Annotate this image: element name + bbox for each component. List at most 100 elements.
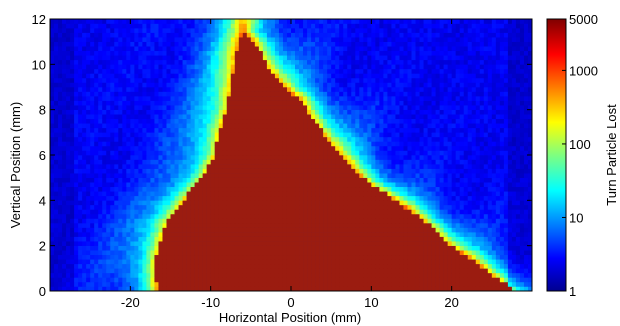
heatmap-cell [431, 195, 436, 201]
heatmap-cell [194, 268, 199, 274]
heatmap-cell [315, 145, 320, 151]
heatmap-cell [102, 173, 107, 178]
heatmap-cell [387, 281, 392, 287]
heatmap-cell [427, 177, 432, 183]
heatmap-cell [471, 145, 477, 151]
heatmap-cell [54, 177, 59, 183]
heatmap-cell [299, 259, 304, 265]
heatmap-cell [343, 164, 348, 169]
heatmap-cell [78, 168, 83, 174]
heatmap-cell [487, 186, 493, 192]
heatmap-cell [367, 200, 372, 206]
heatmap-cell [315, 241, 320, 246]
heatmap-cell [78, 182, 83, 188]
heatmap-cell [66, 286, 71, 292]
heatmap-cell [198, 277, 203, 283]
heatmap-cell [138, 281, 143, 287]
heatmap-cell [90, 272, 95, 278]
heatmap-cell [515, 272, 521, 278]
heatmap-cell [166, 100, 171, 106]
heatmap-cell [154, 281, 159, 287]
heatmap-cell [495, 177, 501, 183]
heatmap-cell [523, 150, 529, 156]
heatmap-cell [270, 272, 276, 278]
heatmap-cell [331, 281, 336, 287]
heatmap-cell [198, 200, 203, 206]
heatmap-cell [363, 173, 368, 178]
heatmap-cell [226, 150, 232, 156]
heatmap-cell [423, 227, 428, 233]
heatmap-cell [78, 277, 83, 283]
heatmap-cell [319, 259, 324, 265]
heatmap-cell [371, 209, 376, 215]
heatmap-cell [254, 245, 260, 251]
heatmap-cell [315, 195, 320, 201]
heatmap-cell [254, 254, 260, 260]
heatmap-cell [447, 236, 452, 242]
heatmap-cell [315, 236, 320, 242]
heatmap-cell [214, 182, 219, 188]
heatmap-cell [210, 127, 215, 133]
heatmap-cell [102, 263, 107, 269]
heatmap-cell [355, 145, 360, 151]
heatmap-cell [74, 186, 79, 192]
heatmap-cell [367, 168, 372, 174]
heatmap-cell [395, 168, 400, 174]
heatmap-cell [122, 227, 127, 233]
heatmap-cell [443, 159, 448, 165]
heatmap-cell [399, 227, 404, 233]
heatmap-cell [170, 227, 175, 233]
heatmap-cell [475, 168, 481, 174]
heatmap-cell [190, 204, 195, 210]
heatmap-cell [238, 155, 244, 160]
heatmap-cell [250, 200, 256, 206]
heatmap-cell [511, 177, 517, 183]
heatmap-cell [403, 177, 408, 183]
heatmap-cell [246, 227, 252, 233]
heatmap-cell [242, 132, 248, 138]
heatmap-cell [250, 213, 256, 219]
heatmap-cell [327, 195, 332, 201]
heatmap-cell [495, 173, 501, 178]
heatmap-cell [307, 209, 312, 215]
heatmap-cell [186, 227, 191, 233]
heatmap-cell [86, 245, 91, 251]
heatmap-cell [178, 241, 183, 246]
heatmap-cell [198, 272, 203, 278]
heatmap-cell [262, 245, 268, 251]
heatmap-cell [427, 123, 432, 129]
heatmap-cell [158, 105, 163, 110]
heatmap-cell [246, 168, 252, 174]
heatmap-cell [122, 241, 127, 246]
heatmap-cell [467, 123, 473, 129]
heatmap-cell [138, 123, 143, 129]
heatmap-cell [331, 286, 336, 292]
heatmap-cell [114, 127, 119, 133]
heatmap-cell [50, 236, 55, 242]
heatmap-cell [487, 223, 493, 228]
heatmap-cell [407, 281, 412, 287]
heatmap-cell [162, 191, 167, 197]
heatmap-cell [411, 141, 416, 147]
heatmap-cell [379, 105, 384, 110]
heatmap-cell [343, 141, 348, 147]
heatmap-cell [50, 109, 55, 115]
heatmap-cell [194, 200, 199, 206]
heatmap-cell [495, 272, 501, 278]
heatmap-cell [311, 268, 316, 274]
heatmap-cell [419, 286, 424, 292]
heatmap-cell [90, 150, 95, 156]
heatmap-cell [202, 268, 207, 274]
heatmap-cell [202, 141, 207, 147]
heatmap-cell [118, 200, 123, 206]
heatmap-cell [146, 100, 151, 106]
heatmap-cell [411, 204, 416, 210]
heatmap-cell [307, 168, 312, 174]
heatmap-cell [391, 227, 396, 233]
heatmap-cell [214, 277, 219, 283]
heatmap-cell [443, 195, 448, 201]
heatmap-cell [94, 114, 99, 120]
heatmap-cell [479, 186, 485, 192]
heatmap-cell [166, 254, 171, 260]
heatmap-cell [403, 200, 408, 206]
